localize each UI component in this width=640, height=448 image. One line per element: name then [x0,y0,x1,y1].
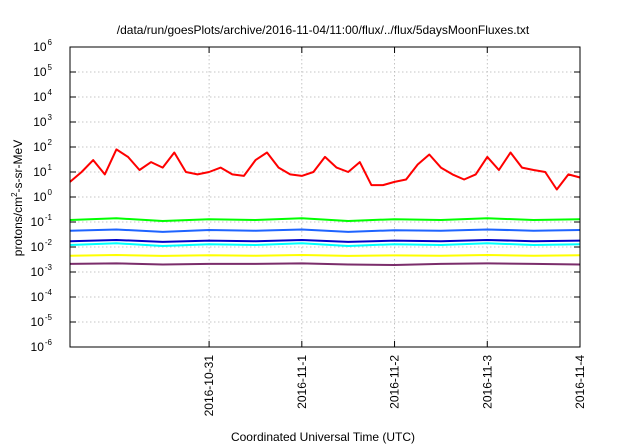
x-tick-label: 2016-10-31 [202,355,216,417]
y-tick-label: 102 [33,138,52,154]
series-line-2 [69,217,581,222]
x-axis-label: Coordinated Universal Time (UTC) [231,430,415,444]
series-line-4 [69,228,581,233]
series-line-5 [69,239,581,243]
y-axis-label: protons/cm2-s-sr-MeV [10,140,25,256]
y-tick-label: 103 [33,113,52,129]
y-tick-label: 104 [33,88,52,104]
series-line-3 [69,242,581,247]
y-tick-label: 10-5 [31,313,53,329]
gridlines [70,47,581,347]
series-line-7 [69,262,581,266]
y-tick-label: 101 [33,163,52,179]
series-layer [69,148,581,266]
y-tick-label: 10-4 [31,288,53,304]
series-line-1 [69,148,581,191]
y-tick-label: 10-6 [31,338,53,354]
chart-title: /data/run/goesPlots/archive/2016-11-04/1… [117,23,530,37]
y-tick-label: 10-2 [31,238,53,254]
series-line-6 [69,254,581,257]
axis-ticks [70,46,581,348]
x-tick-labels: 2016-10-31 2016-11-1 2016-11-2 2016-11-3 201… [202,355,587,417]
x-tick-label: 2016-11-3 [480,355,494,409]
x-tick-label: 2016-11-1 [295,355,309,409]
y-tick-label: 10-1 [31,213,53,229]
y-tick-label: 10-3 [31,263,53,279]
x-tick-label: 2016-11-4 [573,355,587,409]
y-tick-label: 100 [33,188,52,204]
y-tick-label: 105 [33,63,52,79]
x-tick-label: 2016-11-2 [388,355,402,409]
y-tick-labels: 106 105 104 103 102 101 100 10-1 10-2 10-3 10-4 10-… [31,38,53,354]
y-tick-label: 106 [33,38,52,54]
